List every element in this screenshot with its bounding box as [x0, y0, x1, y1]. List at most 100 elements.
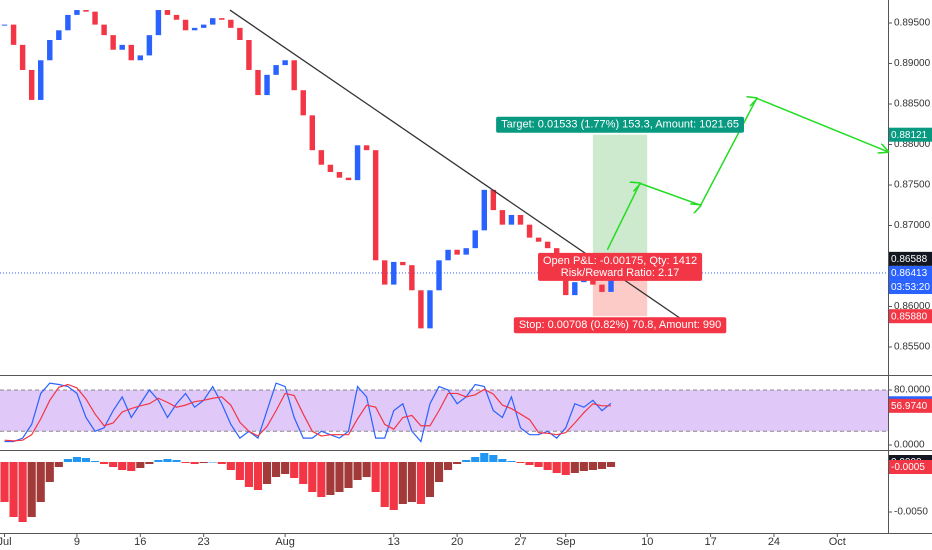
histogram-bar [489, 455, 498, 462]
candle [146, 35, 153, 56]
target-zone [592, 134, 648, 259]
candle [200, 24, 207, 28]
histogram-bar [127, 462, 136, 471]
price-badge [889, 251, 932, 266]
candle [273, 65, 279, 75]
candle [472, 230, 478, 249]
histogram-bar [398, 462, 407, 504]
x-tick-label: 13 [388, 536, 400, 548]
candle [309, 115, 316, 151]
stop-label-box [513, 317, 727, 334]
candle [173, 14, 180, 20]
histogram-bar [208, 462, 217, 463]
histogram-bar [0, 462, 9, 502]
candle [608, 278, 614, 292]
price-badge [889, 309, 932, 324]
candle [255, 69, 261, 96]
histogram-bar [27, 462, 36, 517]
histogram-bar [272, 462, 281, 477]
histogram-bar [525, 462, 534, 465]
y-tick-label: 0.87000 [894, 220, 931, 231]
candle [101, 24, 107, 36]
histogram-bar [244, 462, 254, 487]
histogram-bar [380, 462, 389, 507]
candle [119, 44, 125, 50]
candle [427, 290, 433, 329]
x-tick-label: 17 [704, 536, 716, 548]
candle [191, 27, 198, 31]
histogram-bar [471, 457, 480, 462]
candle [182, 19, 189, 31]
price-badge-label: 0.88121 [891, 130, 928, 141]
histogram-bar [154, 460, 163, 462]
price-badge-label: -0.0005 [891, 462, 925, 473]
histogram-bar [72, 457, 82, 462]
histogram-bar [389, 462, 398, 510]
histogram-bar [534, 462, 543, 467]
candle [56, 30, 62, 41]
histogram-bar [18, 462, 27, 522]
candle [300, 90, 306, 116]
candle [219, 18, 225, 20]
candle [92, 11, 98, 25]
price-badge [889, 127, 932, 142]
candle [291, 60, 297, 91]
candle [526, 224, 533, 238]
x-tick-label: Aug [275, 536, 295, 548]
histogram-bar [416, 462, 425, 504]
candle [155, 10, 162, 36]
y-tick-label: 0.88000 [894, 139, 931, 150]
candle [418, 290, 424, 329]
price-badge-label: 56.9740 [891, 401, 928, 412]
histogram-bar [344, 462, 353, 488]
candle [436, 260, 442, 291]
histogram-bar [597, 462, 607, 469]
histogram-bar [100, 462, 109, 464]
histogram-bar [579, 462, 588, 471]
candle [391, 261, 397, 285]
candle [228, 19, 234, 28]
stoch-band [0, 389, 888, 432]
y-tick-label: 0.87500 [894, 180, 931, 191]
candle [354, 145, 361, 181]
candle [508, 214, 515, 225]
candle [381, 260, 388, 285]
x-tick-label: 20 [451, 536, 463, 548]
price-badge [889, 460, 932, 474]
candle [10, 24, 17, 45]
histogram-bar [199, 462, 208, 463]
histogram-bar [36, 462, 45, 502]
candle [327, 164, 334, 173]
candle [282, 60, 288, 66]
x-tick-label: Oct [829, 536, 846, 548]
candle [19, 44, 26, 70]
histogram-bar [281, 462, 290, 474]
x-tick-label: 10 [641, 536, 653, 548]
price-badge [889, 266, 932, 281]
candle [264, 74, 270, 96]
histogram-bar [480, 453, 489, 462]
candle [363, 145, 370, 151]
histogram-bar [425, 462, 435, 497]
histogram-bar [570, 462, 579, 473]
target-label-box [496, 116, 745, 133]
histogram-bar [90, 461, 100, 462]
pnl-label-text: Open P&L: -0.00175, Qty: 1412 [543, 255, 697, 267]
price-badge-label: 0.86413 [891, 268, 928, 279]
y-tick-label: 0.85500 [894, 342, 931, 353]
candle [246, 40, 252, 70]
candle [336, 172, 343, 178]
candle [481, 189, 487, 231]
histogram-bar [290, 462, 299, 478]
x-tick-label: 9 [74, 536, 80, 548]
histogram-bar [453, 462, 462, 464]
candle [74, 10, 80, 15]
histogram-bar [317, 462, 326, 497]
histogram-bar [335, 462, 344, 492]
histogram-bar [81, 458, 91, 462]
y-tick-label: 80.0000 [894, 385, 931, 396]
candle [463, 248, 469, 255]
histogram-bar [235, 462, 244, 480]
candle [65, 14, 71, 31]
